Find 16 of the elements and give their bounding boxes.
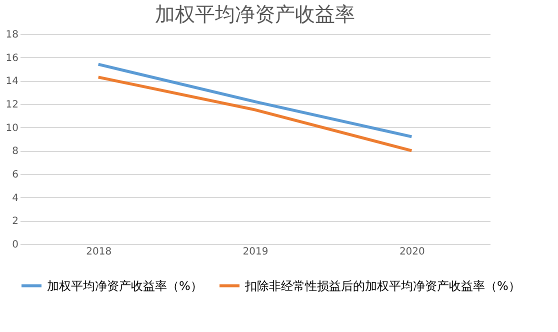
y-tick-label: 18 bbox=[6, 30, 18, 40]
y-tick-label: 6 bbox=[12, 170, 18, 180]
legend-label: 加权平均净资产收益率（%） bbox=[47, 278, 202, 293]
y-tick-label: 4 bbox=[12, 192, 18, 204]
y-tick-label: 16 bbox=[6, 52, 18, 64]
chart-title: 加权平均净资产收益率 bbox=[155, 2, 355, 26]
x-tick-label: 2019 bbox=[242, 246, 268, 258]
y-tick-label: 2 bbox=[12, 216, 18, 228]
legend-label: 扣除非经常性损益后的加权平均净资产收益率（%） bbox=[244, 278, 520, 293]
y-tick-label: 0 bbox=[12, 240, 18, 250]
y-tick-label: 10 bbox=[6, 122, 18, 134]
x-tick-label: 2018 bbox=[86, 246, 112, 258]
y-tick-label: 8 bbox=[12, 146, 18, 158]
x-tick-label: 2020 bbox=[399, 246, 425, 258]
y-tick-label: 14 bbox=[6, 76, 18, 88]
y-tick-label: 12 bbox=[6, 100, 18, 110]
